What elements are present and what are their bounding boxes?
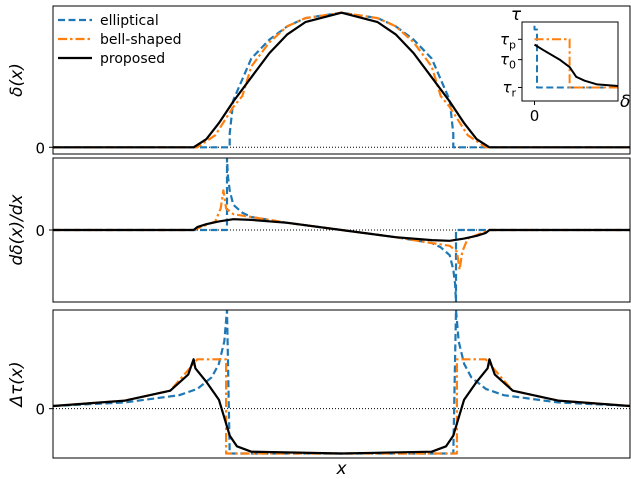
middle-ylabel: dδ(x)/dx	[7, 194, 27, 266]
inset-ytick-label: τ0	[500, 51, 516, 72]
inset-ytick-label: τp	[500, 30, 516, 51]
xlabel: x	[335, 459, 347, 479]
top-axes-frame	[52, 5, 631, 155]
inset-series-group	[533, 25, 618, 89]
inset-xtick-label: 0	[530, 107, 540, 125]
bottom-series-bell-shaped	[53, 358, 630, 455]
top-series-group	[53, 11, 630, 149]
panel-top: 0 δ(x)	[7, 5, 631, 157]
legend-label-elliptical: elliptical	[100, 13, 159, 29]
inset-series-elliptical	[533, 25, 618, 89]
middle-series-elliptical	[53, 158, 630, 302]
top-series-proposed	[53, 11, 630, 149]
bottom-axes-frame	[52, 309, 631, 459]
inset-axes-frame	[521, 21, 619, 102]
inset-series-proposed	[533, 43, 618, 87]
middle-series-group	[53, 158, 630, 302]
bottom-series-group	[53, 310, 630, 455]
legend-label-bell-shaped: bell-shaped	[100, 32, 181, 48]
panel-bottom: 0 Δτ(x) x	[7, 309, 631, 479]
bottom-ytick-label: 0	[35, 401, 45, 419]
bottom-ylabel: Δτ(x)	[7, 361, 27, 408]
legend: elliptical bell-shaped proposed	[58, 13, 181, 67]
bottom-series-elliptical	[53, 310, 630, 455]
inset-ylabel: τ	[511, 5, 522, 25]
bottom-series-proposed	[53, 358, 630, 455]
inset-xlabel: δ	[620, 92, 630, 112]
middle-ytick-label: 0	[35, 222, 45, 240]
inset-ytick-label: τr	[502, 78, 516, 99]
middle-series-proposed	[53, 218, 630, 242]
top-ytick-label: 0	[35, 139, 45, 157]
inset-series-bell-shaped	[534, 38, 618, 89]
top-ylabel: δ(x)	[7, 63, 27, 97]
legend-label-proposed: proposed	[100, 51, 165, 67]
panel-middle: 0 dδ(x)/dx	[7, 157, 631, 303]
